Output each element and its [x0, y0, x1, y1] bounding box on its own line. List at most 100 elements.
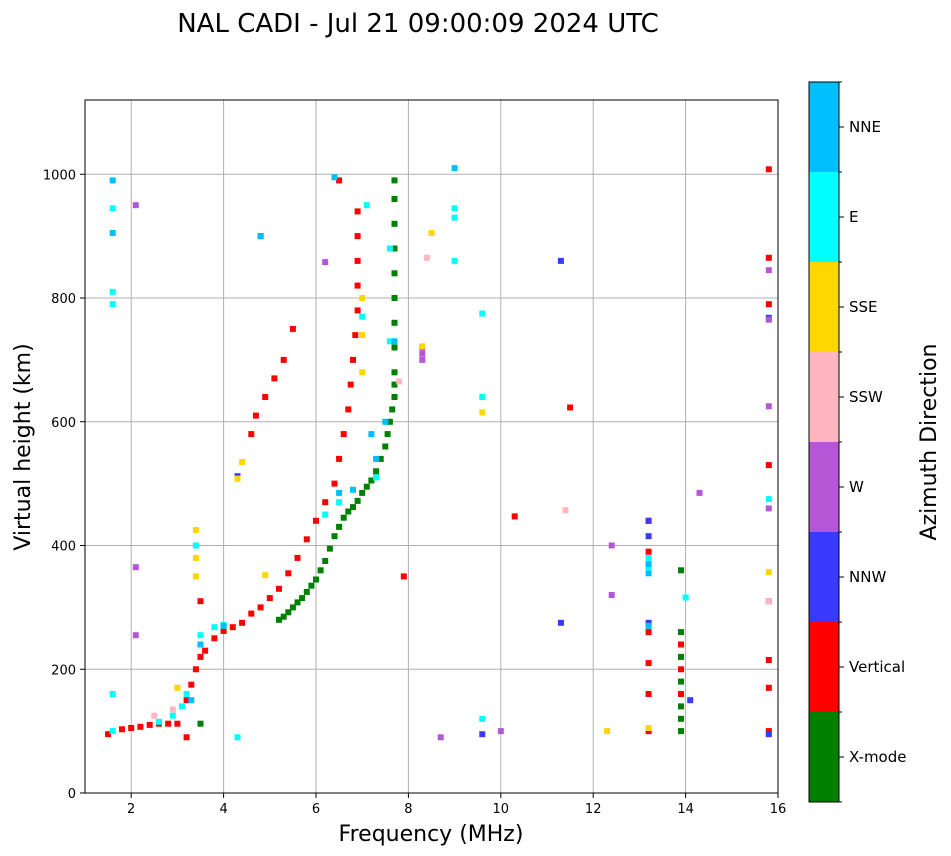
data-point [174, 720, 181, 727]
data-point [678, 703, 684, 710]
data-point [765, 684, 772, 691]
data-point [336, 489, 343, 496]
data-point [322, 511, 329, 518]
data-point [373, 455, 380, 462]
data-point [183, 691, 190, 697]
data-point [276, 585, 282, 592]
data-point [285, 570, 292, 577]
data-point [645, 548, 652, 555]
data-point [331, 533, 338, 540]
data-point [373, 474, 380, 481]
data-point [252, 412, 259, 419]
data-point [336, 523, 343, 530]
data-point [137, 723, 144, 730]
data-point [479, 310, 486, 317]
data-point [391, 295, 398, 301]
data-point [229, 624, 236, 631]
data-point [336, 177, 343, 184]
data-point [359, 369, 366, 376]
colorbar-segment [809, 172, 839, 262]
data-point [391, 381, 398, 388]
colorbar-label: Vertical [849, 658, 905, 676]
data-point [382, 443, 389, 450]
x-tick-label: 10 [493, 802, 510, 817]
data-point [197, 598, 204, 605]
data-point [678, 728, 684, 735]
x-axis-label: Frequency (MHz) [339, 822, 524, 847]
plot-frame [84, 99, 779, 794]
data-point [373, 468, 380, 475]
data-point [322, 259, 329, 266]
data-point [497, 728, 504, 735]
data-point [280, 613, 287, 620]
colorbar-segment [809, 622, 839, 712]
data-point [354, 257, 361, 264]
data-point [331, 480, 338, 487]
data-point [437, 734, 444, 741]
data-point [479, 731, 486, 738]
data-point [562, 507, 569, 514]
y-tick-label: 1000 [43, 168, 76, 183]
data-point [105, 731, 112, 738]
x-tick-label: 12 [585, 802, 602, 817]
data-point [354, 282, 361, 289]
colorbar-label: SSW [849, 388, 883, 406]
data-point [608, 542, 615, 549]
y-axis-label: Virtual height (km) [11, 343, 36, 550]
data-point [317, 567, 324, 574]
data-point [313, 576, 319, 583]
colorbar-label: SSE [849, 298, 878, 316]
data-point [363, 483, 370, 490]
data-point [345, 406, 352, 413]
data-point [331, 174, 338, 181]
data-point [257, 604, 264, 611]
data-point [451, 214, 458, 221]
colorbar-segment [809, 262, 839, 352]
data-point [271, 375, 278, 382]
data-point [322, 499, 329, 506]
data-point [197, 632, 204, 639]
data-point [511, 513, 518, 520]
y-tick-label: 0 [68, 787, 76, 802]
data-point [678, 641, 684, 648]
data-point [197, 641, 204, 648]
y-tick-label: 400 [51, 540, 76, 555]
data-point [109, 288, 116, 295]
data-point [352, 332, 359, 339]
data-point [557, 257, 564, 264]
data-point [109, 691, 116, 697]
data-point [289, 325, 296, 332]
data-point [132, 564, 139, 571]
data-point [262, 572, 269, 579]
data-point [345, 508, 352, 515]
colorbar-segment [809, 712, 839, 802]
colorbar-label: X-mode [849, 748, 906, 766]
data-point [257, 233, 264, 240]
data-point [132, 202, 139, 209]
data-point [377, 455, 384, 462]
data-point [645, 629, 652, 636]
grid [85, 100, 779, 794]
colorbar-label: NNW [849, 568, 886, 586]
data-point [359, 332, 366, 339]
data-point [368, 431, 375, 438]
data-point [303, 588, 310, 595]
data-point [169, 706, 176, 713]
data-point [363, 202, 370, 209]
data-point [151, 712, 158, 719]
x-tick-label: 14 [677, 802, 694, 817]
data-point [340, 431, 347, 438]
colorbar-segment [809, 442, 839, 532]
data-point [765, 496, 772, 503]
data-point [391, 319, 398, 326]
data-point [645, 725, 652, 731]
data-point [645, 570, 652, 577]
data-point [354, 307, 361, 314]
data-point [183, 734, 190, 741]
data-point [211, 624, 218, 631]
data-point [678, 691, 684, 697]
x-tick-label: 2 [127, 802, 135, 817]
plot-background [85, 100, 778, 793]
data-point [132, 632, 139, 639]
data-point [391, 394, 398, 400]
